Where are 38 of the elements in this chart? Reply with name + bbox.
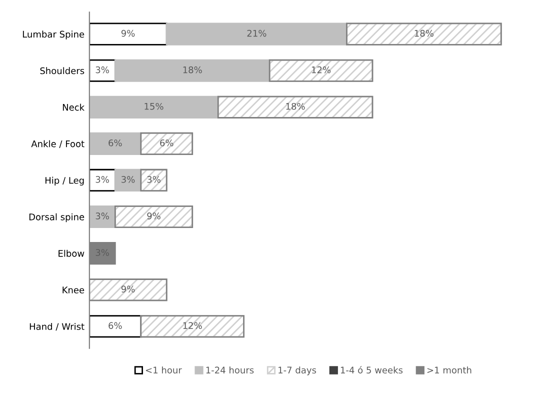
bar [89,22,168,46]
data-label: 6% [108,322,122,329]
data-label: 21% [247,30,266,37]
bar [166,22,348,46]
legend-label: >1 month [427,366,472,374]
y-tick-label: Ankle / Foot [31,140,84,148]
data-label: 9% [147,212,160,220]
y-tick-label: Knee [62,286,84,294]
y-tick-label: Shoulders [40,67,84,74]
y-tick-label: Hip / Leg [45,176,84,186]
legend-label: 1-4 ó 5 weeks [340,366,403,374]
data-label: 18% [183,66,202,74]
data-label: 6% [108,139,122,146]
bar [89,315,142,338]
y-tick-label: Hand / Wrist [30,322,84,331]
legend-label: 1-7 days [278,366,316,376]
data-label: 18% [286,102,305,110]
data-label: 3% [122,176,135,183]
bar [89,96,219,118]
data-label: 3% [96,66,109,74]
y-tick-label: Neck [62,104,85,111]
bar [89,132,142,155]
y-tick-label: Elbow [58,250,84,257]
data-label: 18% [414,30,434,37]
data-label: 15% [144,102,164,110]
data-label: 3% [147,176,160,183]
data-label: 9% [121,30,135,37]
data-label: 9% [121,286,135,292]
bar [114,59,270,82]
data-label: 3% [96,212,109,220]
legend-label: <1 hour [146,366,182,374]
legend-label: 1-24 hours [206,366,254,374]
y-tick-label: Dorsal spine [29,213,84,222]
y-tick-label: Lumbar Spine [22,30,84,40]
data-label: 6% [160,139,174,146]
data-label: 12% [183,322,202,329]
data-label: 3% [96,176,109,183]
data-label: 12% [312,66,331,74]
